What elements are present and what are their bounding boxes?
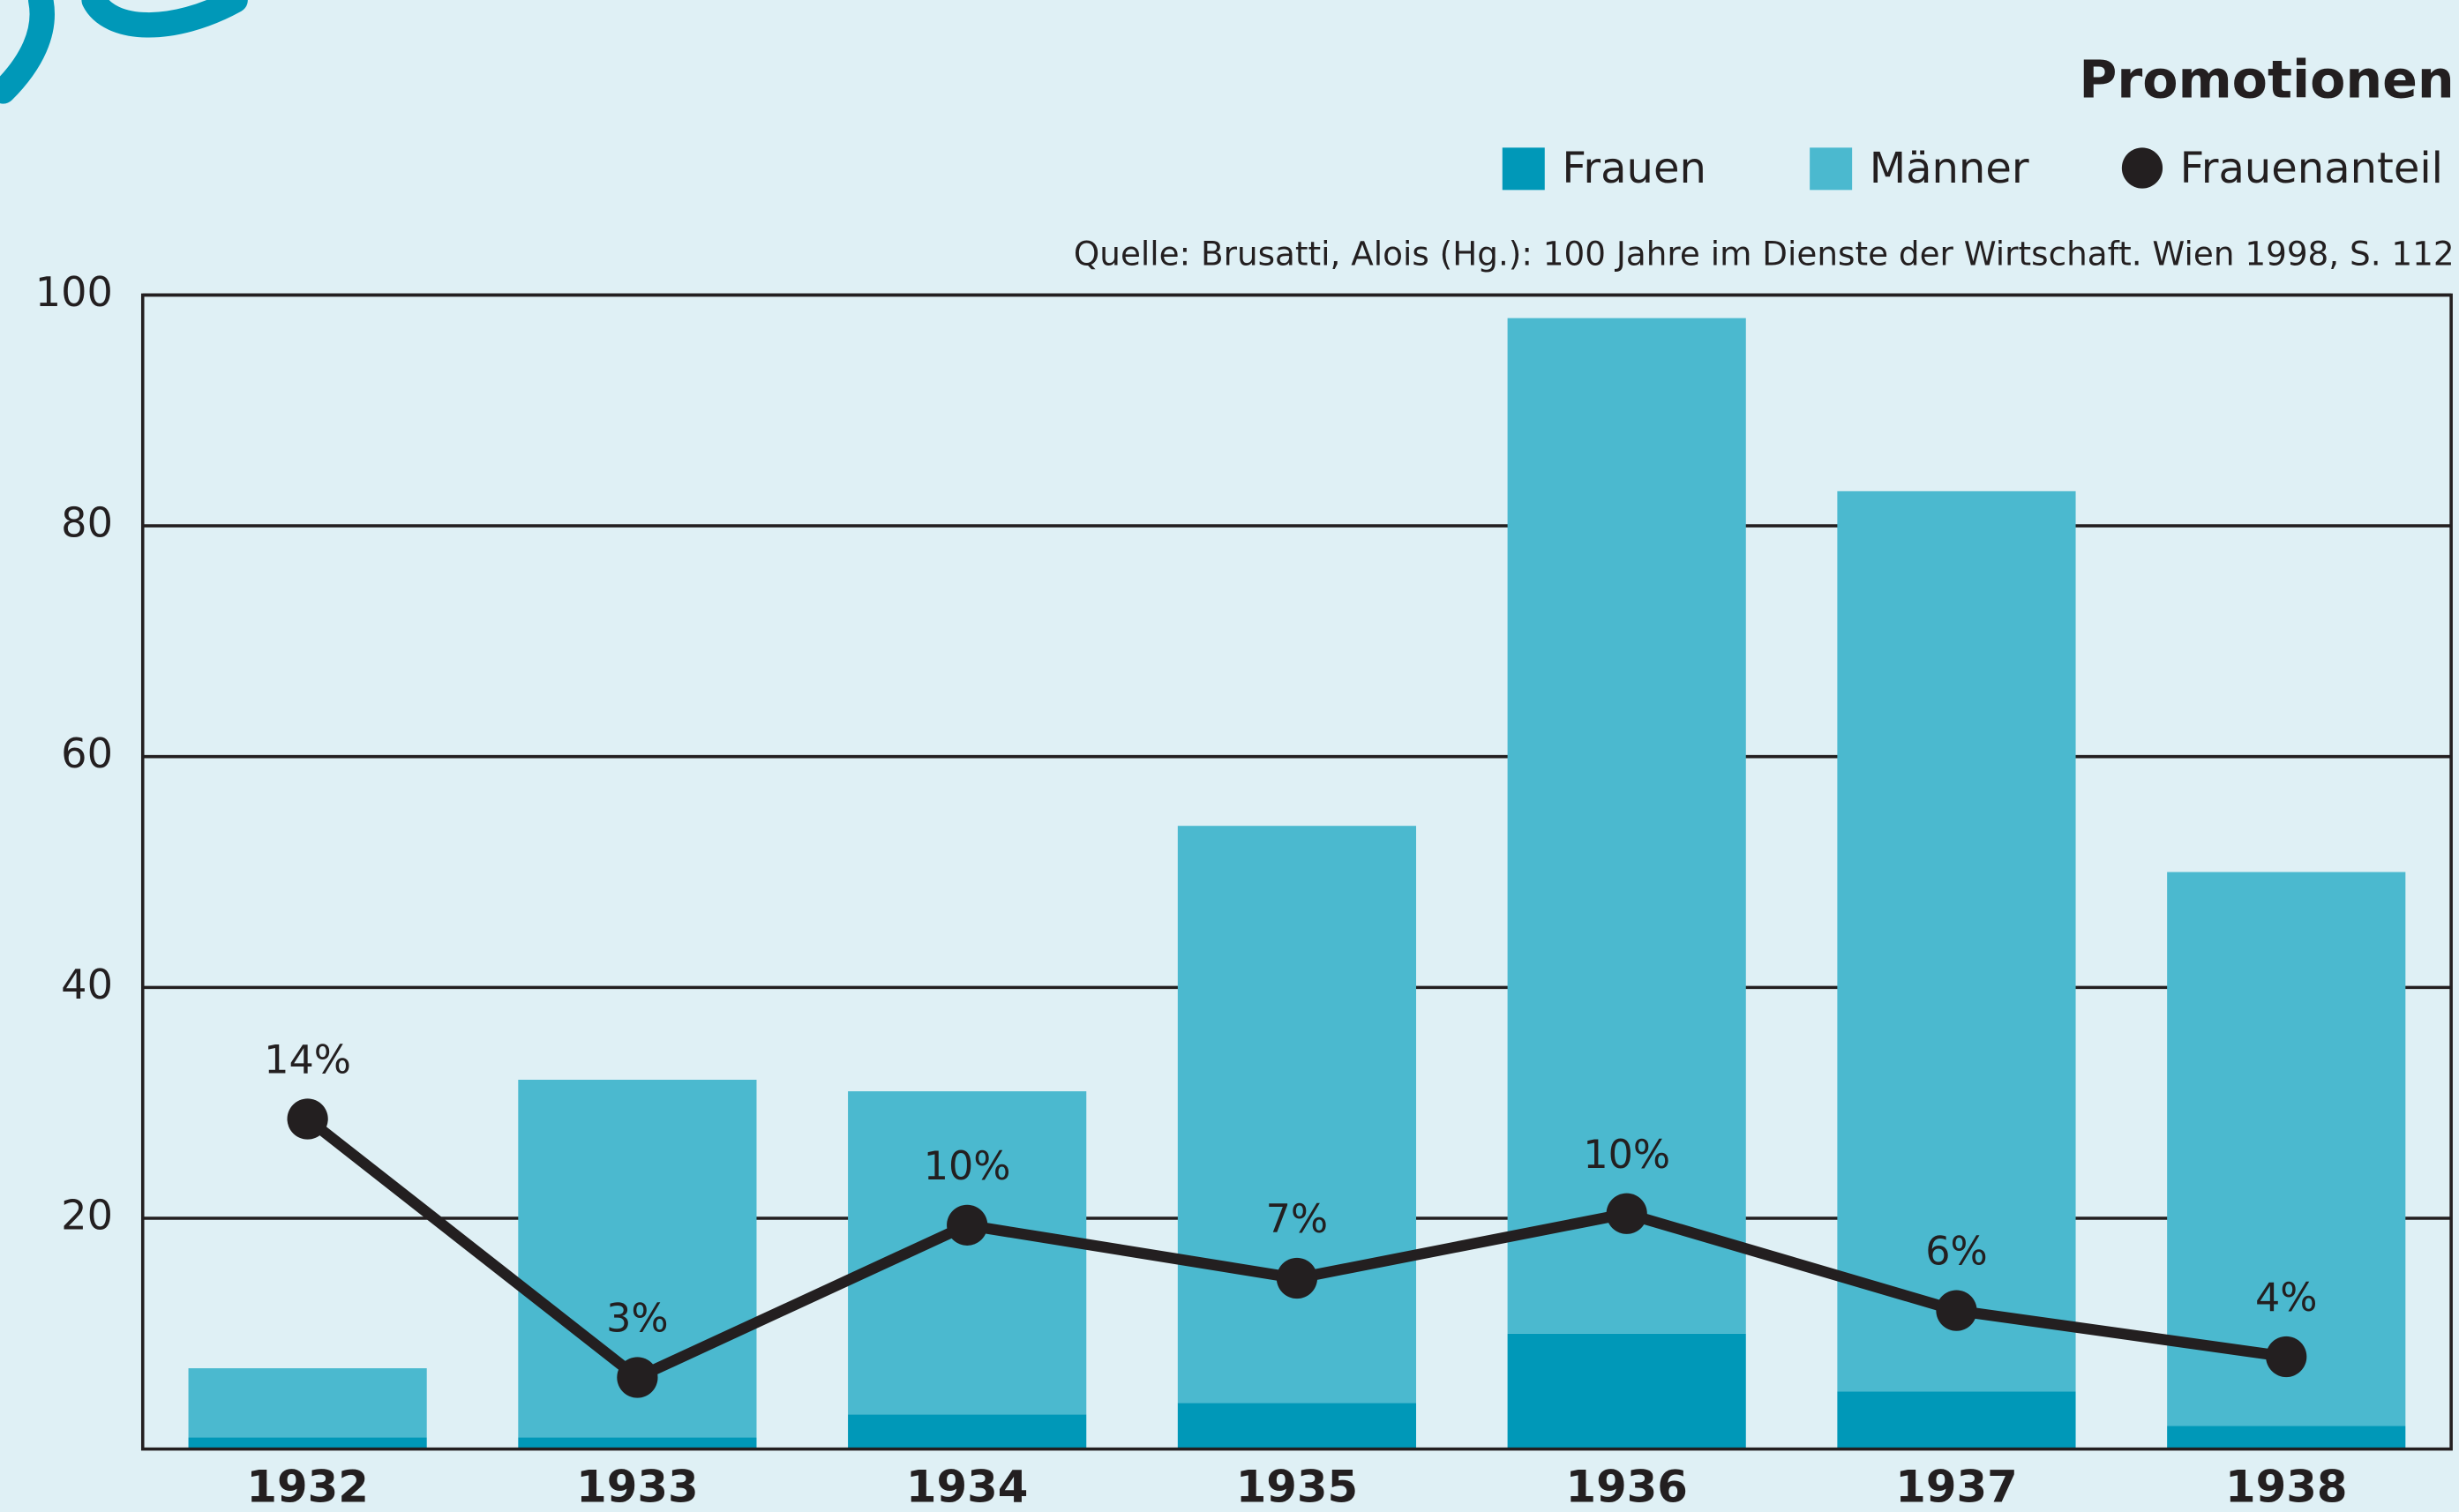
legend-label: Frauenanteil [2180,144,2443,193]
bar [189,1438,427,1449]
bar [1508,318,1746,1334]
data-label: 7% [1266,1197,1328,1242]
y-tick-label: 20 [61,1191,113,1239]
bar [1837,1391,2075,1448]
line-marker [1936,1291,1976,1331]
data-label: 6% [1925,1230,1987,1275]
line-marker [2266,1336,2306,1377]
data-label: 4% [2255,1276,2317,1321]
data-label: 14% [264,1037,351,1082]
legend-swatch [1810,147,1852,190]
data-label: 10% [924,1144,1011,1189]
x-tick-label: 1932 [246,1461,368,1512]
bar [189,1368,427,1437]
legend-label: Frauen [1562,144,1706,193]
bar [1178,826,1416,1403]
x-tick-label: 1937 [1895,1461,2017,1512]
legend-swatch [1503,147,1545,190]
legend-marker [2122,147,2163,188]
y-tick-label: 60 [61,730,113,777]
x-tick-label: 1936 [1565,1461,1687,1512]
source-note: Quelle: Brusatti, Alois (Hg.): 100 Jahre… [1074,235,2455,273]
line-marker [617,1357,657,1397]
x-tick-label: 1933 [576,1461,698,1512]
chart: Promotionen Quelle: Brusatti, Alois (Hg.… [0,0,2459,1512]
x-tick-label: 1935 [1236,1461,1358,1512]
y-tick-label: 80 [61,499,113,547]
bar [848,1091,1086,1414]
line-marker [947,1205,987,1246]
data-label: 3% [606,1297,668,1342]
y-tick-label: 100 [35,268,113,316]
legend-label: Männer [1870,144,2029,193]
bar [1178,1403,1416,1448]
line-marker [1607,1194,1647,1234]
bar [518,1438,756,1449]
chart-title: Promotionen [2079,50,2454,110]
x-tick-label: 1934 [906,1461,1028,1512]
line-marker [1277,1258,1317,1299]
y-tick-label: 40 [61,961,113,1008]
bar [1508,1334,1746,1449]
bar [848,1414,1086,1448]
bar [2167,1426,2405,1448]
line-marker [288,1098,328,1139]
x-tick-label: 1938 [2225,1461,2347,1512]
data-label: 10% [1583,1133,1670,1178]
page: {"chart_data": {"type": "bar", "stacked"… [0,0,2459,1512]
